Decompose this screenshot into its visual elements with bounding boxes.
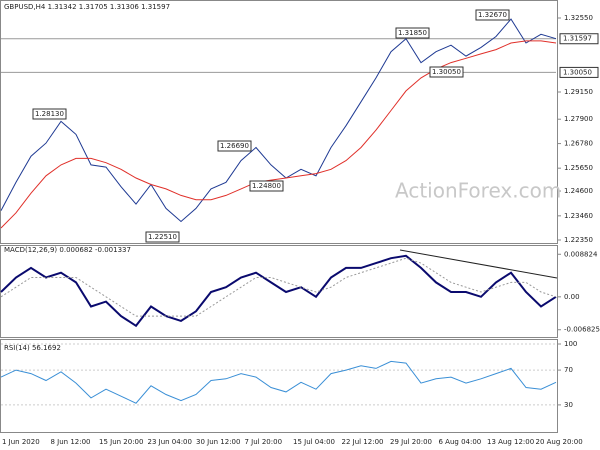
y-tick-label: 100 [564, 340, 577, 348]
level-box [559, 33, 599, 45]
y-tick-label: 30 [564, 401, 573, 409]
x-tick-label: 22 Jul 12:00 [342, 438, 384, 446]
annotation: 1.31850 [398, 29, 427, 37]
watermark: ActionForex.com [395, 179, 561, 203]
annotation: 1.32670 [478, 11, 507, 19]
level-label: 1.31597 [563, 35, 592, 43]
y-tick-label: 70 [564, 366, 573, 374]
x-tick-label: 15 Jun 20:00 [99, 438, 143, 446]
x-tick-label: 23 Jun 04:00 [148, 438, 192, 446]
x-tick-label: 29 Jul 20:00 [390, 438, 432, 446]
annotation: 1.22510 [148, 233, 177, 241]
y-tick-label: 1.27900 [564, 115, 593, 123]
trendline [399, 249, 558, 279]
annotation: 1.28130 [35, 110, 64, 118]
y-tick-label: 1.29150 [564, 88, 593, 96]
y-tick-label: 1.25650 [564, 164, 593, 172]
annotation-box [395, 27, 430, 39]
annotation: 1.26690 [220, 142, 249, 150]
x-tick-label: 13 Aug 12:00 [487, 438, 534, 446]
y-tick-label: 1.23460 [564, 212, 593, 220]
x-tick-label: 6 Aug 04:00 [439, 438, 482, 446]
y-tick-label: -0.006825 [564, 326, 600, 334]
y-tick-label: 1.24600 [564, 187, 593, 195]
x-tick-label: 7 Jul 20:00 [245, 438, 283, 446]
annotation: 1.24800 [252, 182, 281, 190]
price-panel [0, 0, 558, 244]
series-line [0, 40, 557, 229]
level-box [559, 66, 599, 78]
y-tick-label: 0.008824 [564, 250, 598, 258]
y-tick-label: 1.26780 [564, 140, 593, 148]
x-tick-label: 1 Jun 2020 [2, 438, 40, 446]
annotation-box [145, 231, 180, 243]
x-tick-label: 8 Jun 12:00 [51, 438, 91, 446]
annotation-box [32, 108, 67, 120]
series-line [0, 254, 557, 328]
series-line [0, 18, 557, 223]
annotation-box [429, 66, 464, 78]
x-tick-label: 20 Aug 20:00 [536, 438, 583, 446]
annotation-box [217, 140, 252, 152]
annotation: 1.30050 [432, 68, 461, 76]
level-label: 1.30050 [563, 68, 592, 76]
y-tick-label: 0.00 [564, 293, 580, 301]
panel-title: RSI(14) 56.1692 [4, 344, 61, 352]
panel-title: MACD(12,26,9) 0.000682 -0.001337 [4, 246, 131, 254]
annotation-box [475, 9, 510, 21]
rsi-panel [0, 339, 558, 433]
x-tick-label: 30 Jun 12:00 [196, 438, 240, 446]
series-line [0, 257, 557, 317]
macd-panel [0, 245, 558, 338]
panel-title: GBPUSD,H4 1.31342 1.31705 1.31306 1.3159… [4, 3, 170, 11]
series-line [0, 360, 557, 404]
y-tick-label: 1.32550 [564, 14, 593, 22]
x-tick-label: 15 Jul 04:00 [293, 438, 335, 446]
annotation-box [249, 180, 284, 192]
y-tick-label: 1.22350 [564, 236, 593, 244]
